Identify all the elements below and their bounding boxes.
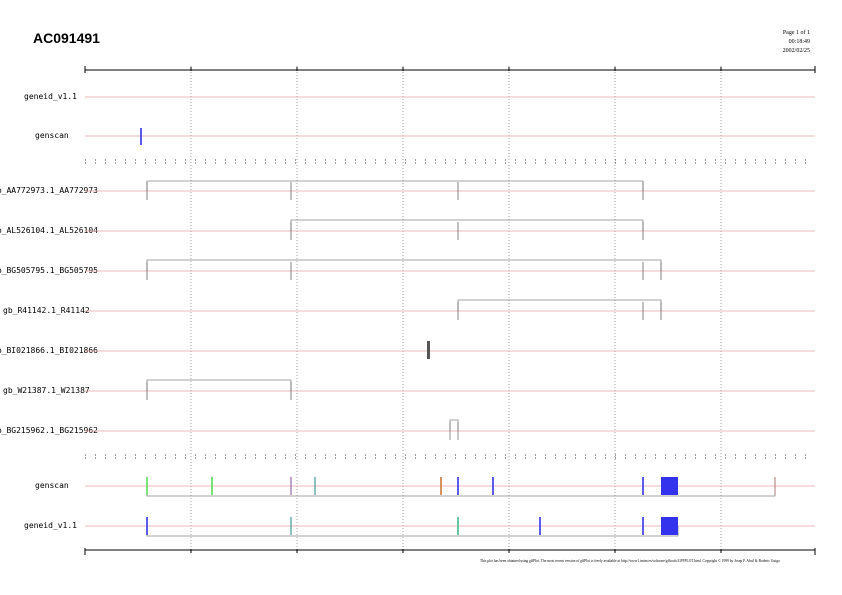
est-bi021866 [427, 341, 430, 359]
bottom-ruler [84, 548, 816, 555]
track-label-w21387: gb_W21387.1_W21387 [3, 386, 90, 395]
page-title: AC091491 [33, 30, 100, 46]
est-bg505795 [146, 259, 662, 280]
track-label-bi021866: gb_BI021866.1_BI021866 [0, 346, 98, 355]
geneid-bottom-gene [146, 517, 679, 537]
track-label-aa772973: gb_AA772973.1_AA772973 [0, 186, 98, 195]
est-r41142 [457, 299, 662, 320]
est-aa772973 [146, 180, 644, 200]
est-w21387 [146, 379, 292, 400]
print-date: 2002/02/25 [782, 48, 810, 54]
est-al526104 [290, 219, 644, 240]
track-label-geneid-bottom: geneid_v1.1 [24, 521, 77, 530]
track-label-genscan-top: genscan [35, 131, 69, 140]
track-label-geneid-top: geneid_v1.1 [24, 92, 77, 101]
track-label-al526104: gb_AL526104.1_AL526104 [0, 226, 98, 235]
footer-credit: This plot has been obtained using gffPlo… [480, 559, 780, 563]
track-label-bg215962: gb_BG215962.1_BG215962 [0, 426, 98, 435]
top-ruler [84, 66, 816, 73]
track-label-bg505795: gb_BG505795.1_BG505795 [0, 266, 98, 275]
print-time: 00:18:49 [788, 39, 810, 45]
ruler-3 [85, 454, 815, 459]
page-number: Page 1 of 1 [782, 30, 810, 36]
track-label-genscan-bottom: genscan [35, 481, 69, 490]
track-lines [85, 96, 815, 527]
genscan-bottom-gene [146, 477, 776, 497]
est-bg215962 [449, 419, 459, 440]
ruler-2 [85, 159, 815, 164]
grid-lines [190, 66, 722, 552]
track-label-r41142: gb_R41142.1_R41142 [3, 306, 90, 315]
